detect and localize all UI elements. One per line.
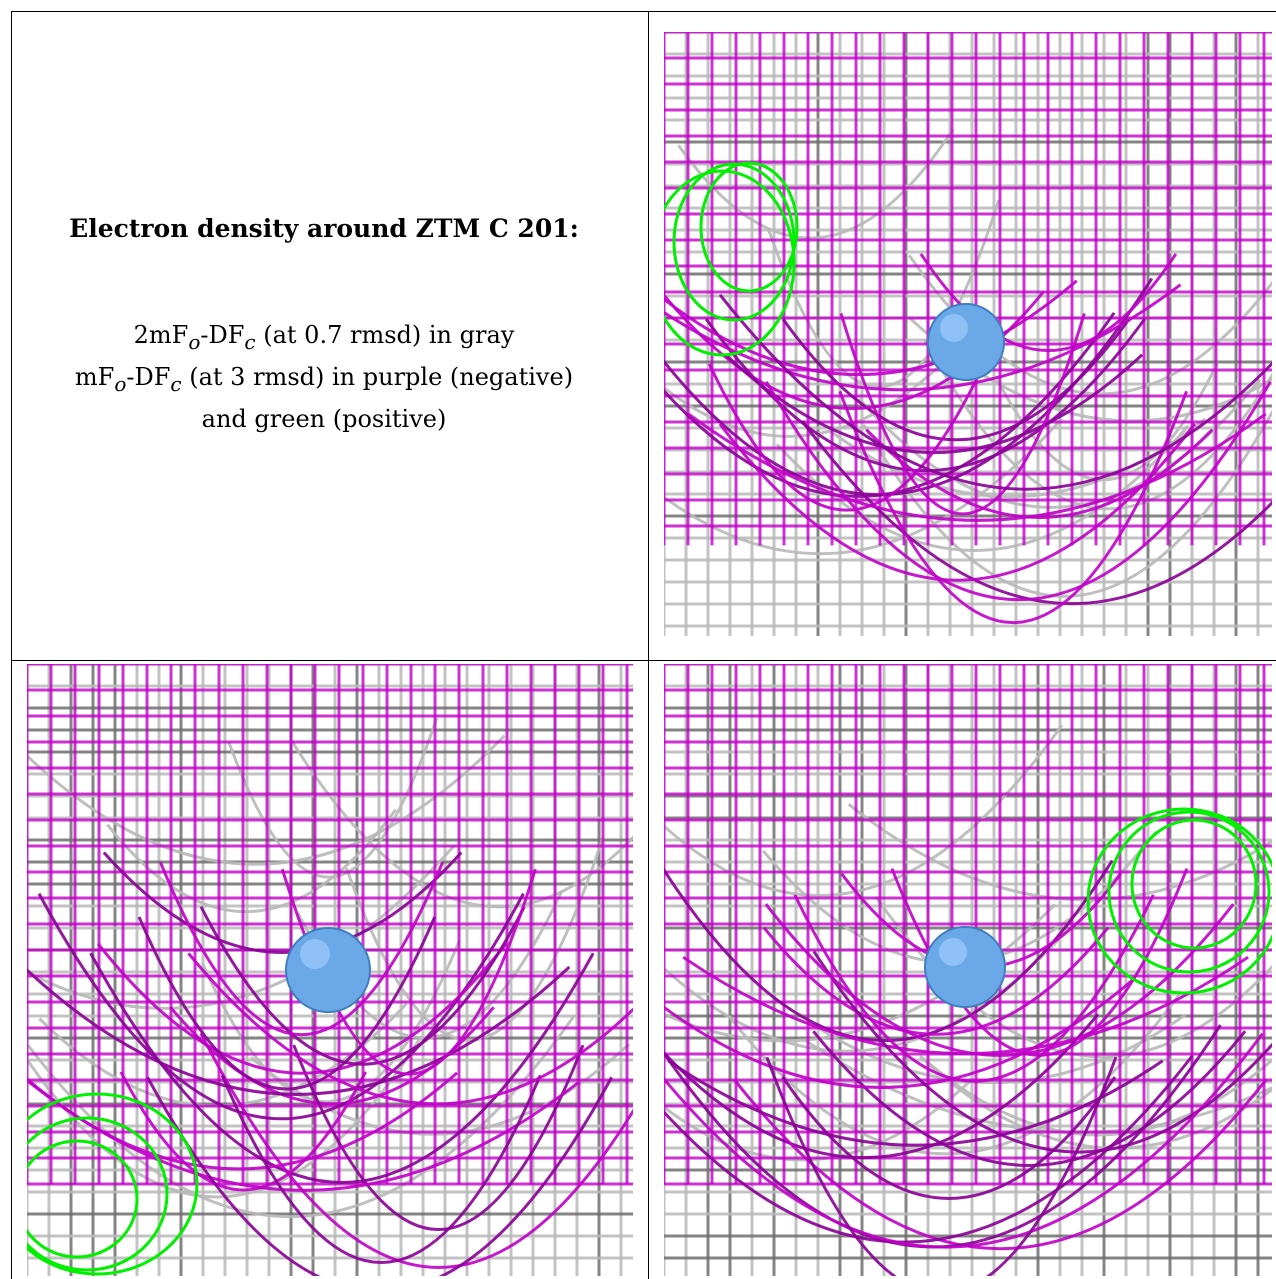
legend-green-line: and green (positive) xyxy=(201,404,447,433)
mesh-curve xyxy=(201,939,461,1104)
mesh-curve xyxy=(664,311,1116,498)
density-mesh-render xyxy=(664,32,1272,636)
mesh-curve xyxy=(199,1032,633,1269)
mesh-curve xyxy=(865,428,1214,519)
mesh-curve xyxy=(664,1032,1264,1249)
mesh-curve xyxy=(146,1076,613,1276)
caption-legend: 2mFo-DFc (at 0.7 rmsd) in gray mFo-DFc (… xyxy=(0,318,648,437)
mesh-curve xyxy=(664,976,1137,1089)
mesh-curve xyxy=(667,1059,1164,1147)
mesh-curve xyxy=(812,950,1272,1154)
atom-sphere xyxy=(285,927,371,1013)
table-border-top xyxy=(11,11,1276,12)
mesh-curve xyxy=(677,128,955,240)
mesh-curve xyxy=(812,1030,1247,1167)
table-border-horizontal-middle xyxy=(11,660,1276,661)
atom-sphere xyxy=(924,926,1006,1008)
caption-title: Electron density around ZTM C 201: xyxy=(69,214,579,243)
density-view-bottom-right xyxy=(664,664,1272,1276)
density-view-top-right xyxy=(664,32,1272,636)
mesh-curve xyxy=(137,916,437,1091)
table-border-vertical-middle xyxy=(648,11,649,1279)
mesh-curve xyxy=(27,965,571,1096)
mesh-curve xyxy=(762,926,1110,1036)
green-blob xyxy=(27,1092,199,1276)
table-border-left xyxy=(11,11,12,1279)
green-blob xyxy=(1086,807,1272,995)
legend-gray-line: 2mFo-DFc (at 0.7 rmsd) in gray xyxy=(133,321,515,354)
mesh-curve xyxy=(199,905,526,1066)
legend-purple-line: mFo-DFc (at 3 rmsd) in purple (negative) xyxy=(74,362,574,396)
mesh-curve xyxy=(344,837,605,1042)
mesh-curve xyxy=(664,417,1063,556)
mesh-curve xyxy=(664,283,1182,392)
mesh-curve xyxy=(764,381,1272,601)
density-view-bottom-left xyxy=(27,664,633,1276)
mesh-curve xyxy=(718,293,1272,491)
mesh-curve xyxy=(119,1071,367,1192)
atom-sphere xyxy=(927,303,1005,381)
mesh-curve xyxy=(727,991,1183,1156)
density-mesh-render xyxy=(664,664,1272,1276)
mesh-curve xyxy=(220,1074,542,1265)
mesh-curve xyxy=(919,253,1178,353)
mesh-curve xyxy=(793,894,1155,1083)
mesh-curve xyxy=(923,1058,1272,1137)
mesh-curve xyxy=(664,724,1064,897)
mesh-curve xyxy=(707,363,986,512)
mesh-curve xyxy=(838,390,1188,625)
mesh-curve xyxy=(96,942,508,1075)
density-mesh-render xyxy=(27,664,633,1276)
mesh-curve xyxy=(292,1044,585,1231)
mesh-curve xyxy=(839,312,1086,516)
mesh-curve xyxy=(775,424,1190,552)
mesh-curve xyxy=(187,952,633,1106)
mesh-curve xyxy=(766,199,1001,389)
caption-cell: Electron density around ZTM C 201: 2mFo-… xyxy=(0,0,648,660)
mesh-curve xyxy=(664,1054,1194,1244)
mesh-curve xyxy=(664,1013,1100,1160)
mesh-curve xyxy=(995,361,1220,482)
mesh-curve xyxy=(664,277,1154,497)
mesh-curve xyxy=(664,279,1078,376)
mesh-curve xyxy=(664,859,1114,1042)
green-blob xyxy=(664,169,796,357)
mesh-curve xyxy=(37,892,525,1121)
mesh-curve xyxy=(664,316,986,438)
mesh-curve xyxy=(102,851,463,954)
mesh-curve xyxy=(801,420,1272,605)
mesh-curve xyxy=(765,1056,1118,1276)
mesh-curve xyxy=(158,861,445,1036)
mesh-curve xyxy=(923,339,1272,511)
mesh-curve xyxy=(227,717,439,879)
mesh-curve xyxy=(764,903,1235,1057)
mesh-curve xyxy=(718,423,1197,582)
mesh-curve xyxy=(781,1076,1117,1200)
